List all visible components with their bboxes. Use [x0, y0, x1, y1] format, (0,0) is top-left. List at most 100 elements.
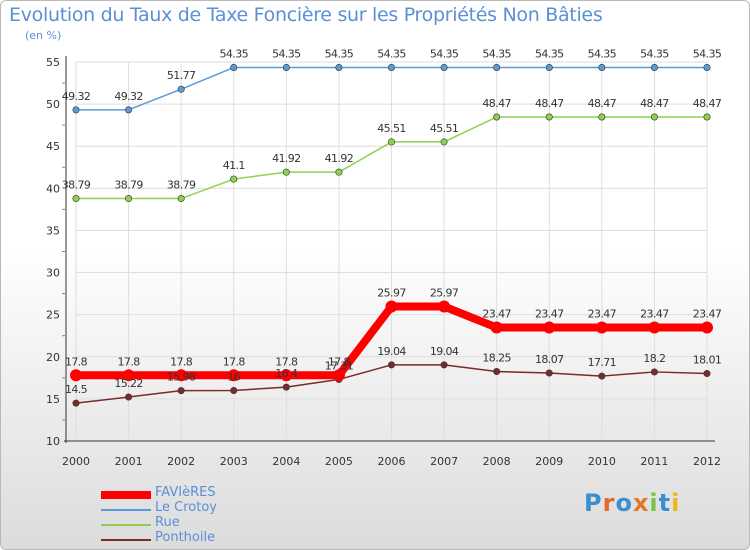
data-point	[598, 63, 606, 71]
data-point	[545, 369, 553, 377]
data-point	[440, 361, 448, 369]
data-label: 18.07	[535, 353, 564, 366]
x-tick-label: 2006	[378, 455, 406, 468]
data-label: 48.47	[640, 97, 669, 110]
data-point	[598, 372, 606, 380]
grid-lines	[75, 61, 708, 442]
data-point	[387, 63, 395, 71]
data-point	[703, 370, 711, 378]
data-point	[72, 106, 80, 114]
legend-label: FAVIèRES	[155, 485, 216, 500]
data-label: 41.1	[223, 159, 245, 172]
data-point	[177, 85, 185, 93]
data-point	[282, 63, 290, 71]
data-label: 38.79	[62, 179, 91, 192]
x-tick-label: 2002	[167, 455, 195, 468]
data-point	[438, 300, 451, 313]
data-point	[125, 393, 133, 401]
logo-letter: o	[615, 489, 633, 517]
data-label: 54.35	[430, 47, 459, 60]
logo-letter: P	[584, 489, 603, 517]
data-label: 48.47	[535, 97, 564, 110]
data-point	[490, 321, 503, 334]
data-label: 23.47	[535, 308, 564, 321]
data-label: 17.8	[118, 355, 141, 368]
data-label: 18.2	[643, 352, 665, 365]
data-point	[72, 195, 80, 203]
y-tick-label: 25	[46, 309, 60, 322]
data-label: 54.35	[220, 47, 249, 60]
data-label: 17.8	[170, 355, 193, 368]
data-label: 14.5	[65, 383, 88, 396]
data-point	[545, 63, 553, 71]
legend-label: Rue	[155, 515, 180, 530]
data-label: 54.35	[377, 47, 406, 60]
x-tick-label: 2012	[693, 455, 721, 468]
data-point	[280, 369, 293, 382]
data-label: 16.4	[275, 367, 298, 380]
y-tick-label: 40	[46, 182, 60, 195]
data-label: 15.22	[114, 377, 143, 390]
data-point	[175, 369, 188, 382]
data-point	[282, 168, 290, 176]
data-label: 17.31	[325, 359, 354, 372]
data-label: 17.8	[65, 355, 88, 368]
data-label: 25.97	[430, 286, 459, 299]
data-label: 48.47	[588, 97, 617, 110]
data-point	[545, 113, 553, 121]
data-label: 54.35	[482, 47, 511, 60]
logo-letter: i	[649, 489, 659, 517]
series-layer	[70, 63, 713, 407]
data-point	[493, 113, 501, 121]
data-label: 49.32	[114, 90, 143, 103]
data-label: 54.35	[535, 47, 564, 60]
data-label: 19.04	[430, 345, 459, 358]
data-label: 38.79	[167, 179, 196, 192]
logo-letter: r	[602, 489, 616, 517]
x-tick-label: 2005	[325, 455, 353, 468]
x-tick-label: 2001	[115, 455, 143, 468]
legend-swatch	[101, 509, 151, 511]
data-label: 23.47	[482, 308, 511, 321]
data-point	[493, 63, 501, 71]
data-label: 54.35	[588, 47, 617, 60]
data-label: 18.25	[482, 352, 511, 365]
data-point	[335, 63, 343, 71]
x-tick-label: 2008	[483, 455, 511, 468]
data-label: 19.04	[377, 345, 406, 358]
data-point	[703, 63, 711, 71]
data-label: 45.51	[430, 122, 459, 135]
data-point	[701, 321, 713, 334]
data-point	[122, 369, 135, 382]
chart-title: Evolution du Taux de Taxe Foncière sur l…	[9, 4, 603, 26]
x-tick-label: 2000	[62, 455, 90, 468]
logo-letter: x	[632, 489, 650, 517]
data-point	[177, 195, 185, 203]
data-label: 23.47	[588, 308, 617, 321]
data-point	[387, 361, 395, 369]
y-tick-label: 35	[46, 224, 60, 237]
logo-letter: t	[658, 489, 672, 517]
legend-swatch	[101, 539, 151, 541]
data-label: 48.47	[482, 97, 511, 110]
data-label: 41.92	[272, 152, 301, 165]
data-labels: 17.8 17.8 17.8 17.8 17.8 17.8 25.97 25.97 23.47 2…	[62, 47, 723, 396]
legend-swatch	[101, 524, 151, 526]
y-axis-unit: (en %)	[25, 29, 62, 42]
data-point	[230, 175, 238, 183]
data-label: 54.35	[640, 47, 669, 60]
data-label: 17.71	[588, 356, 617, 369]
data-point	[598, 113, 606, 121]
legend-label: Le Crotoy	[155, 500, 217, 515]
data-point	[650, 368, 658, 376]
x-tick-label: 2011	[640, 455, 668, 468]
x-tick-label: 2007	[430, 455, 458, 468]
x-tick-label: 2010	[588, 455, 616, 468]
data-point	[493, 368, 501, 376]
data-point	[650, 63, 658, 71]
axes: 10 15 20 25 30 35 40 45 50 55 2000 2001 2002 2003 2004…	[46, 56, 721, 468]
legend-swatch	[101, 491, 151, 499]
data-label: 23.47	[640, 308, 669, 321]
data-label: 38.79	[114, 179, 143, 192]
data-label: 54.35	[693, 47, 722, 60]
